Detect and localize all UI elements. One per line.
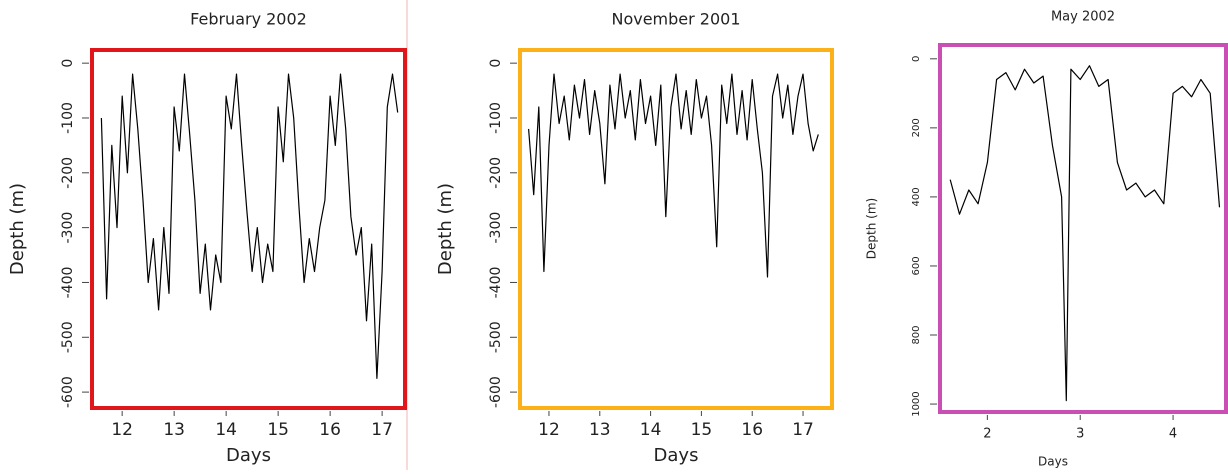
y-tick-label: -300 (60, 212, 76, 244)
x-tick-label: 16 (319, 420, 341, 440)
y-tick-label: -600 (60, 376, 76, 408)
y-axis-label: Depth (m) (435, 183, 456, 275)
y-axis-label: Depth (m) (865, 198, 879, 259)
x-tick-label: 17 (792, 420, 814, 440)
depth-line (528, 73, 819, 278)
x-tick-label: 14 (215, 420, 237, 440)
x-tick-label: 3 (1076, 427, 1084, 442)
y-tick-label: 0 (911, 56, 922, 62)
x-tick-label: 17 (371, 420, 393, 440)
y-tick-label: -500 (488, 321, 504, 353)
y-tick-label: 400 (911, 187, 922, 206)
x-tick-label: 12 (538, 420, 560, 440)
chart-title: February 2002 (190, 10, 307, 29)
plot-frame (938, 43, 1228, 414)
y-tick-label: -600 (488, 376, 504, 408)
x-tick-label: 13 (163, 420, 185, 440)
depth-line (100, 73, 399, 379)
x-tick-label: 15 (691, 420, 713, 440)
x-tick-label: 2 (983, 427, 991, 442)
y-tick-label: -400 (488, 267, 504, 299)
y-tick-label: 0 (60, 59, 76, 68)
y-tick-label: 200 (911, 118, 922, 137)
chart-title: May 2002 (1051, 10, 1115, 25)
y-axis-label: Depth (m) (7, 183, 28, 275)
y-tick-label: -100 (60, 102, 76, 134)
y-tick-label: 800 (911, 325, 922, 344)
x-tick-label: 4 (1169, 427, 1177, 442)
x-axis-label: Days (654, 445, 699, 466)
x-axis-label: Days (1038, 455, 1068, 469)
x-tick-label: 13 (589, 420, 611, 440)
y-tick-label: 0 (488, 59, 504, 68)
depth-line (949, 65, 1221, 402)
plot-frame (518, 48, 834, 410)
x-tick-label: 14 (640, 420, 662, 440)
y-tick-label: -400 (60, 267, 76, 299)
y-tick-label: -100 (488, 102, 504, 134)
y-tick-label: -300 (488, 212, 504, 244)
plot-frame (90, 48, 407, 410)
x-axis-label: Days (226, 445, 271, 466)
x-tick-label: 15 (267, 420, 289, 440)
y-tick-label: -200 (488, 157, 504, 189)
x-tick-label: 16 (741, 420, 763, 440)
chart-title: November 2001 (611, 10, 740, 29)
y-tick-label: 600 (911, 256, 922, 275)
x-tick-label: 12 (111, 420, 133, 440)
y-tick-label: -200 (60, 157, 76, 189)
y-tick-label: -500 (60, 321, 76, 353)
y-tick-label: 1000 (911, 391, 922, 416)
